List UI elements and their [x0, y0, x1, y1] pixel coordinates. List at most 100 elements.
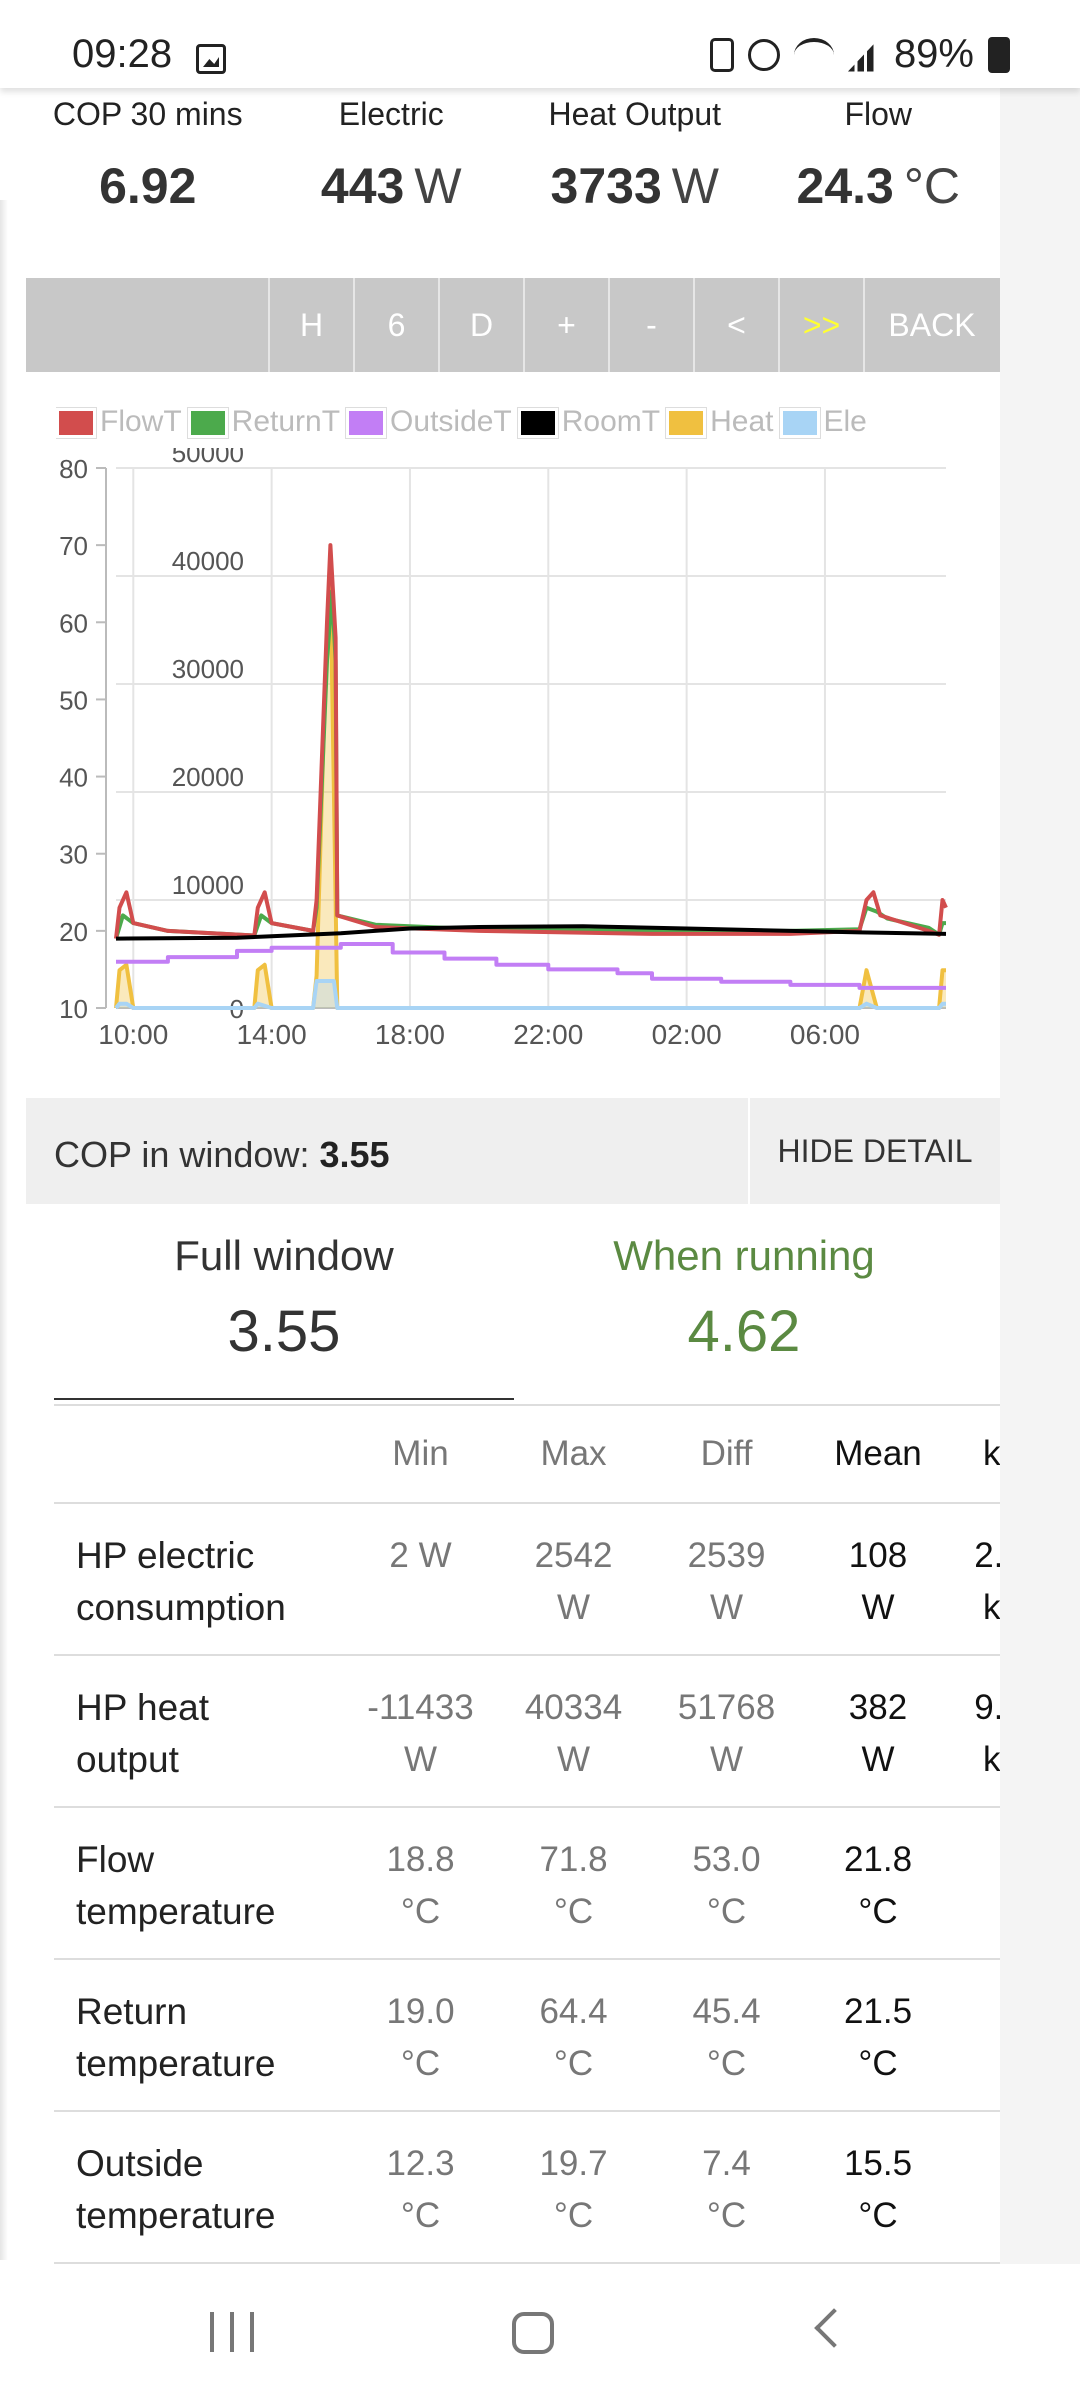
cell-line: 2542 [534, 1536, 613, 1575]
cell-line: °C [400, 1892, 441, 1931]
legend-item-returnt[interactable]: ReturnT [186, 405, 340, 440]
cop-window-text: COP in window: 3.55 [54, 1134, 390, 1176]
cell-line: W [861, 1740, 895, 1779]
cell-max: 40334 W [497, 1682, 650, 1806]
table-header: Min Max Diff Mean kWh [54, 1404, 1000, 1504]
scroll-overflow-area [1000, 88, 1080, 2264]
pan-left-button[interactable]: < [695, 278, 780, 372]
row-name-line: HP heat [76, 1687, 210, 1728]
six-hour-button[interactable]: 6 [355, 278, 440, 372]
cell-max: 19.7 °C [497, 2138, 650, 2262]
status-time: 09:28 [72, 32, 173, 76]
status-icons: 89% [709, 32, 1010, 77]
metric-value-wrap: 6.92 [26, 157, 270, 215]
toolbar-spacer [26, 278, 270, 372]
cell-max: 64.4 °C [497, 1986, 650, 2110]
y-left-tick-label: 30 [59, 840, 88, 870]
recent-apps-icon[interactable] [210, 2312, 254, 2352]
cell-line: 108 [848, 1536, 908, 1575]
cell-max: 71.8 °C [497, 1834, 650, 1958]
cell-line: W [403, 1740, 438, 1779]
y-right-tick-label: 50000 [172, 448, 244, 468]
row-name: HP heat output [54, 1682, 344, 1806]
cell-line: W [709, 1740, 744, 1779]
metric-flow: Flow 24.3 °C [757, 88, 1001, 250]
cell-line: -11433 [367, 1688, 474, 1727]
timeseries-chart[interactable]: 10:0014:0018:0022:0002:0006:000100002000… [26, 448, 1000, 1098]
cell-line: 15.5 [843, 2144, 913, 2183]
series-line-flowt [114, 543, 948, 939]
cell-mean: 21.5 °C [803, 1986, 953, 2110]
heatpump-dashboard: COP 30 mins 6.92 Electric 443 W Heat Outp… [26, 88, 1000, 2264]
table-row: Outside temperature 12.3 °C 19.7 °C 7.4 °C 1… [54, 2112, 1000, 2264]
cell-line: kWh [983, 1588, 1000, 1627]
chart-legend: FlowT ReturnT OutsideT RoomT Heat Ele [56, 404, 1000, 444]
x-tick-label: 22:00 [513, 1019, 583, 1050]
row-name-line: temperature [76, 2195, 276, 2236]
table-row: HP heat output -11433 W 40334 W 51768 W 382 W… [54, 1656, 1000, 1808]
y-right-tick-label: 30000 [172, 654, 244, 684]
cell-line: 2 W [389, 1536, 452, 1575]
battery-percent: 89% [893, 32, 974, 76]
cell-line: 71.8 [539, 1840, 608, 1879]
back-button[interactable]: BACK [888, 306, 976, 343]
cell-line: 9.165 [974, 1688, 1000, 1727]
cell-min: 12.3 °C [344, 2138, 497, 2262]
gallery-icon [196, 44, 226, 74]
legend-item-flowt[interactable]: FlowT [56, 405, 182, 440]
back-icon[interactable] [814, 2308, 854, 2348]
cell-line: °C [400, 2196, 441, 2235]
cop-window-label: COP in window: [54, 1134, 310, 1175]
day-button[interactable]: D [440, 278, 525, 372]
x-tick-label: 06:00 [790, 1019, 860, 1050]
cell-line: 12.3 [386, 2144, 455, 2183]
hide-detail-button[interactable]: HIDE DETAIL [748, 1098, 1000, 1204]
pan-right-button[interactable]: >> [780, 278, 865, 372]
cell-mean: 108 W [803, 1530, 953, 1654]
metric-label: Heat Output [548, 96, 722, 132]
legend-item-heat[interactable]: Heat [665, 405, 774, 440]
cell-line: 21.5 [843, 1992, 913, 2031]
alarm-icon [747, 38, 780, 71]
cell-min: -11433 W [344, 1682, 497, 1806]
y-left-tick-label: 60 [59, 608, 88, 638]
zoom-out-button[interactable]: - [610, 278, 695, 372]
metric-value: 24.3 [796, 158, 894, 214]
metric-value: 443 [320, 158, 405, 214]
metric-label: Flow [844, 96, 913, 132]
x-tick-label: 18:00 [375, 1019, 445, 1050]
cop-window-value: 3.55 [319, 1134, 390, 1175]
header-min: Min [392, 1434, 449, 1473]
legend-label: OutsideT [390, 405, 512, 439]
cell-mean: 15.5 °C [803, 2138, 953, 2262]
y-right-tick-label: 40000 [172, 546, 244, 576]
legend-item-outsidet[interactable]: OutsideT [345, 405, 512, 440]
row-name-line: HP electric [76, 1535, 255, 1576]
chart-panel: FlowT ReturnT OutsideT RoomT Heat Ele 10:00 14… [26, 378, 1000, 1098]
legend-item-roomt[interactable]: RoomT [516, 405, 660, 440]
cell-kwh [953, 1986, 1000, 2110]
home-icon[interactable] [512, 2312, 554, 2354]
tab-full-window[interactable]: Full window 3.55 [54, 1232, 514, 1400]
metric-value: 6.92 [99, 158, 197, 214]
cell-line: 2539 [687, 1536, 766, 1575]
cell-max: 2542 W [497, 1530, 650, 1654]
cell-min: 18.8 °C [344, 1834, 497, 1958]
zoom-in-button[interactable]: + [525, 278, 610, 372]
header-max: Max [540, 1434, 607, 1473]
series-area-ele [116, 981, 946, 1008]
row-name: Outside temperature [54, 2138, 344, 2262]
cell-line: 2.581 [974, 1536, 1000, 1575]
signal-icon [847, 37, 880, 72]
metric-electric: Electric 443 W [270, 88, 514, 250]
battery-icon [988, 36, 1010, 73]
row-name-line: consumption [76, 1587, 286, 1628]
tab-value: 4.62 [687, 1299, 801, 1364]
hour-button[interactable]: H [270, 278, 355, 372]
cell-line: 7.4 [702, 2144, 751, 2183]
row-name-line: output [76, 1739, 179, 1780]
legend-item-ele[interactable]: Ele [778, 405, 867, 440]
row-name: Flow temperature [54, 1834, 344, 1958]
tab-when-running[interactable]: When running 4.62 [514, 1232, 974, 1365]
header-diff: Diff [700, 1434, 753, 1473]
